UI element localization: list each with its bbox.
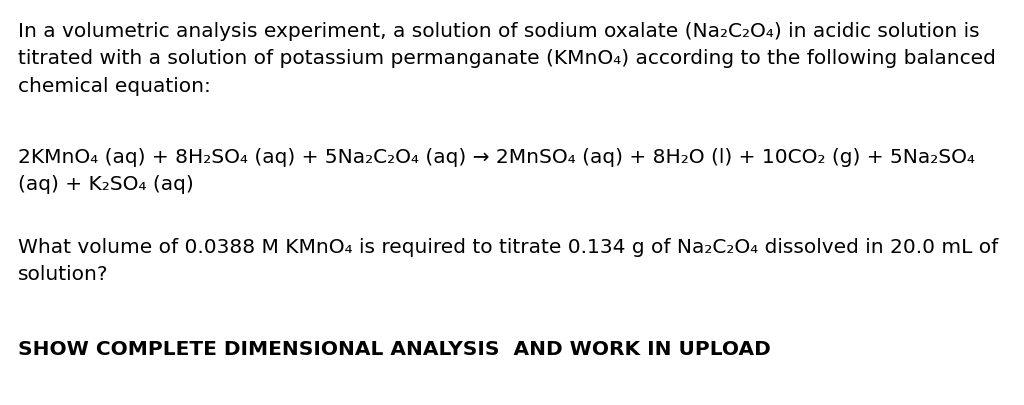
Text: SHOW COMPLETE DIMENSIONAL ANALYSIS  AND WORK IN UPLOAD: SHOW COMPLETE DIMENSIONAL ANALYSIS AND W… (18, 339, 771, 358)
Text: In a volumetric analysis experiment, a solution of sodium oxalate (Na₂C₂O₄) in a: In a volumetric analysis experiment, a s… (18, 22, 996, 95)
Text: 2KMnO₄ (aq) + 8H₂SO₄ (aq) + 5Na₂C₂O₄ (aq) → 2MnSO₄ (aq) + 8H₂O (l) + 10CO₂ (g) +: 2KMnO₄ (aq) + 8H₂SO₄ (aq) + 5Na₂C₂O₄ (aq… (18, 148, 975, 194)
Text: What volume of 0.0388 M KMnO₄ is required to titrate 0.134 g of Na₂C₂O₄ dissolve: What volume of 0.0388 M KMnO₄ is require… (18, 237, 998, 284)
